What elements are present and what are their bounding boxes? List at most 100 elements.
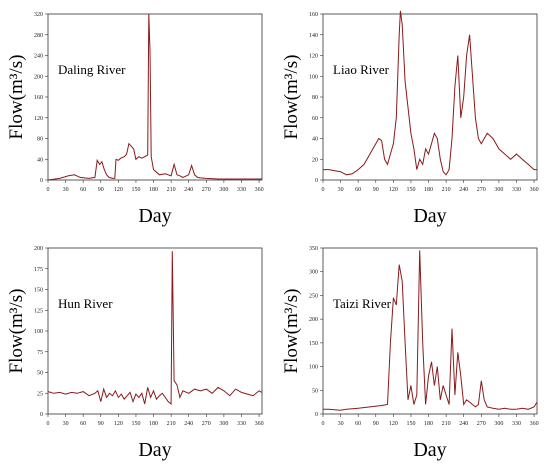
taizi-y-tick-label: 50 <box>312 388 318 394</box>
hun-y-tick-label: 175 <box>34 267 43 273</box>
hun-x-tick-label: 60 <box>80 421 86 427</box>
taizi-x-tick-label: 90 <box>373 421 379 427</box>
daling-plot-frame <box>47 13 263 181</box>
daling-y-axis-label: Flow(m³/s) <box>6 55 27 140</box>
liao-y-tick-label: 140 <box>309 33 318 39</box>
daling-flow-series-line <box>47 13 262 181</box>
hun-chart-title: Hun River <box>58 296 113 311</box>
liao-x-tick-label: 240 <box>459 187 468 193</box>
chart-panel-liao: 0 30 60 90 120 150 180 210 240 270 300 330 360 0 20 40 6… <box>275 0 550 233</box>
taizi-y-tick-label: 300 <box>309 270 318 276</box>
liao-chart-title: Liao River <box>333 62 390 77</box>
hun-x-tick-label: 150 <box>131 421 140 427</box>
hun-plot-frame <box>47 247 263 415</box>
taizi-chart-title: Taizi River <box>333 296 392 311</box>
daling-x-tick-label: 60 <box>80 187 86 193</box>
liao-y-tick-label: 160 <box>309 12 318 18</box>
taizi-x-tick-label: 120 <box>389 421 398 427</box>
liao-x-tick-label: 60 <box>355 187 361 193</box>
daling-x-tick-label: 180 <box>149 187 158 193</box>
liao-x-tick-label: 0 <box>322 187 325 193</box>
taizi-x-tick-label: 330 <box>512 421 521 427</box>
taizi-x-tick-label: 210 <box>442 421 451 427</box>
taizi-x-tick-label: 30 <box>338 421 344 427</box>
daling-x-tick-label: 330 <box>237 187 246 193</box>
daling-x-tick-label: 150 <box>131 187 140 193</box>
hun-x-tick-label: 300 <box>219 421 228 427</box>
taizi-flow-series-line <box>323 250 538 411</box>
hun-flow-series-line <box>47 251 263 406</box>
hun-y-tick-label: 50 <box>37 371 43 377</box>
taizi-x-axis-label: Day <box>413 439 446 461</box>
liao-y-tick-label: 60 <box>312 116 318 122</box>
taizi-plot-frame <box>322 247 538 415</box>
liao-x-tick-label: 360 <box>530 187 539 193</box>
liao-y-tick-label: 120 <box>309 54 318 60</box>
daling-x-tick-label: 0 <box>47 187 50 193</box>
hun-x-tick-label: 360 <box>255 421 264 427</box>
daling-y-tick-label: 40 <box>37 157 43 163</box>
liao-y-tick-label: 100 <box>309 74 318 80</box>
liao-x-tick-label: 90 <box>373 187 379 193</box>
daling-y-tick-label: 80 <box>37 137 43 143</box>
daling-x-tick-label: 90 <box>98 187 104 193</box>
liao-x-tick-label: 270 <box>477 187 486 193</box>
daling-chart-title: Daling River <box>58 62 126 77</box>
taizi-y-tick-label: 250 <box>309 293 318 299</box>
liao-flow-series-line <box>323 10 537 176</box>
liao-x-tick-label: 210 <box>442 187 451 193</box>
daling-y-tick-label: 0 <box>40 178 43 184</box>
liao-y-tick-label: 80 <box>312 95 318 101</box>
liao-y-tick-label: 40 <box>312 137 318 143</box>
liao-y-tick-label: 20 <box>312 157 318 163</box>
taizi-y-tick-label: 150 <box>309 341 318 347</box>
hun-y-tick-label: 200 <box>34 246 43 252</box>
hun-y-tick-label: 25 <box>37 391 43 397</box>
hun-x-tick-label: 270 <box>202 421 211 427</box>
hun-x-tick-label: 240 <box>184 421 193 427</box>
liao-x-tick-label: 30 <box>338 187 344 193</box>
hun-y-tick-label: 0 <box>40 412 43 418</box>
hun-y-tick-label: 100 <box>34 329 43 335</box>
taizi-y-tick-label: 100 <box>309 365 318 371</box>
chart-panel-daling: 0 30 60 90 120 150 180 210 240 270 300 330 360 0 40 80 1… <box>0 0 275 233</box>
chart-panel-hun: 0 30 60 90 120 150 180 210 240 270 300 330 360 0 25 50 7… <box>0 234 275 467</box>
liao-plot-frame <box>322 13 538 181</box>
hun-x-tick-label: 180 <box>149 421 158 427</box>
daling-y-tick-label: 200 <box>34 74 43 80</box>
hun-y-axis-label: Flow(m³/s) <box>6 289 27 374</box>
taizi-y-axis-label: Flow(m³/s) <box>281 289 302 374</box>
daling-x-tick-label: 270 <box>202 187 211 193</box>
daling-y-tick-label: 120 <box>34 116 43 122</box>
liao-x-tick-label: 330 <box>512 187 521 193</box>
hun-x-tick-label: 90 <box>98 421 104 427</box>
taizi-x-tick-label: 270 <box>477 421 486 427</box>
daling-x-axis-label: Day <box>138 205 171 227</box>
daling-x-tick-label: 240 <box>184 187 193 193</box>
hun-x-axis-label: Day <box>138 439 171 461</box>
taizi-x-tick-label: 300 <box>494 421 503 427</box>
hun-x-tick-label: 0 <box>47 421 50 427</box>
daling-x-tick-label: 120 <box>114 187 123 193</box>
daling-x-tick-label: 360 <box>255 187 264 193</box>
daling-x-tick-label: 210 <box>167 187 176 193</box>
daling-y-tick-label: 320 <box>34 12 43 18</box>
liao-x-tick-label: 120 <box>389 187 398 193</box>
chart-svg-taizi: 0 30 60 90 120 150 180 210 240 270 300 330 360 0 50 100… <box>281 246 539 461</box>
liao-y-axis-label: Flow(m³/s) <box>281 55 302 140</box>
chart-panel-taizi: 0 30 60 90 120 150 180 210 240 270 300 330 360 0 50 100… <box>275 234 550 467</box>
hun-x-tick-label: 210 <box>167 421 176 427</box>
taizi-x-tick-label: 150 <box>406 421 415 427</box>
taizi-x-tick-label: 0 <box>322 421 325 427</box>
taizi-x-tick-label: 360 <box>530 421 539 427</box>
hun-y-tick-label: 125 <box>34 308 43 314</box>
chart-svg-daling: 0 30 60 90 120 150 180 210 240 270 300 330 360 0 40 80 1… <box>6 12 264 227</box>
daling-y-tick-label: 280 <box>34 33 43 39</box>
liao-x-axis-label: Day <box>413 205 446 227</box>
hun-x-tick-label: 120 <box>114 421 123 427</box>
taizi-x-tick-label: 60 <box>355 421 361 427</box>
chart-svg-hun: 0 30 60 90 120 150 180 210 240 270 300 330 360 0 25 50 7… <box>6 246 264 461</box>
hun-y-tick-label: 75 <box>37 350 43 356</box>
hun-y-tick-label: 150 <box>34 288 43 294</box>
hun-x-tick-label: 30 <box>63 421 69 427</box>
